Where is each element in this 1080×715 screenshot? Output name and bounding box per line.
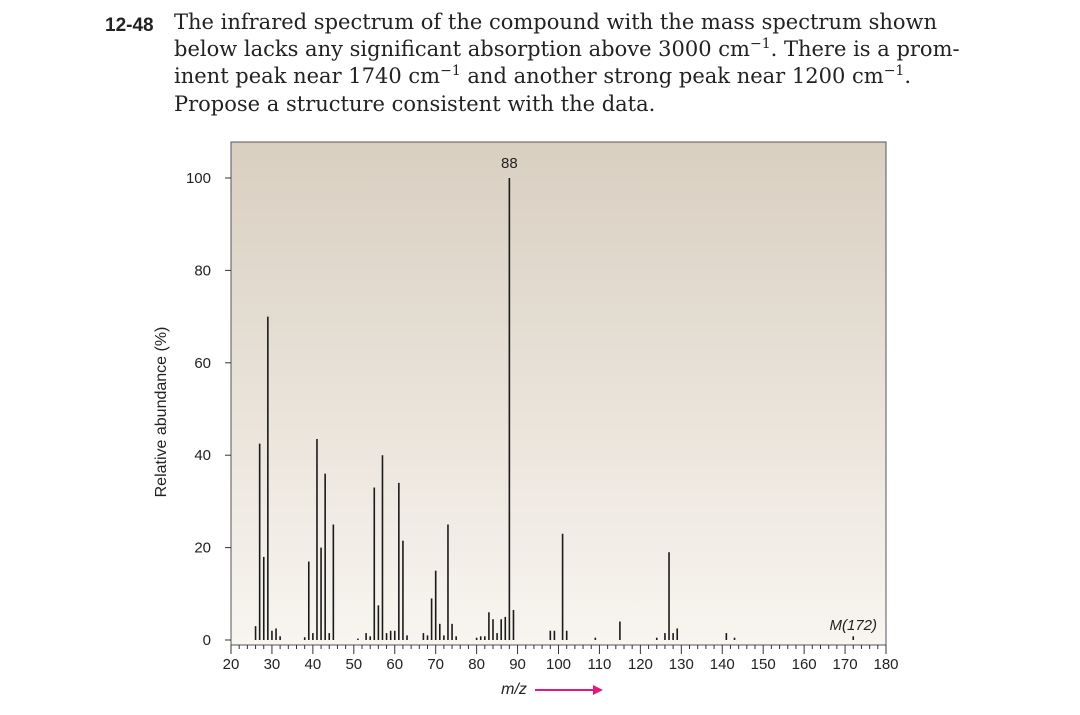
problem-line-2-tail: . There is a prom- <box>770 37 960 61</box>
x-tick-label: 80 <box>468 656 485 673</box>
problem-line-1-text: The infrared spectrum of the compound wi… <box>174 10 938 34</box>
x-axis-label: m/z <box>501 681 527 698</box>
x-tick-label: 40 <box>305 656 322 673</box>
problem-line-3-tail: . <box>904 64 912 88</box>
superscript: −1 <box>883 63 905 79</box>
x-tick-label: 110 <box>587 656 611 673</box>
x-tick-label: 180 <box>873 656 898 673</box>
arrow-icon <box>535 685 603 695</box>
y-axis: 0 20 40 60 80 100 <box>186 170 231 649</box>
x-tick-label: 60 <box>386 656 403 673</box>
base-peak-label: 88 <box>501 155 518 172</box>
problem-line-4: Propose a structure consistent with the … <box>174 92 655 116</box>
y-tick-label: 80 <box>194 262 211 279</box>
x-axis: 20 30 40 50 60 70 80 90 100 110 120 130 140 150 160 170… <box>223 645 899 673</box>
problem-number: 12-48 <box>105 15 154 36</box>
superscript: −1 <box>749 36 771 52</box>
y-tick-label: 40 <box>194 447 211 464</box>
problem-line-2: below lacks any significant absorption a… <box>174 37 960 61</box>
x-tick-label: 100 <box>546 656 571 673</box>
problem-line-3: inent peak near 1740 cm−1 and another st… <box>174 64 911 88</box>
x-tick-label: 140 <box>710 656 735 673</box>
x-tick-label: 150 <box>751 656 776 673</box>
y-tick-label: 60 <box>194 355 211 372</box>
x-tick-label: 90 <box>509 656 526 673</box>
x-tick-label: 130 <box>669 656 694 673</box>
x-tick-label: 70 <box>427 656 444 673</box>
y-axis-label: Relative abundance (%) <box>153 327 170 498</box>
problem-line-2-text: below lacks any significant absorption a… <box>174 37 750 61</box>
problem-line-1: The infrared spectrum of the compound wi… <box>174 10 937 34</box>
problem-line-3-mid: and another strong peak near 1200 cm <box>460 64 884 88</box>
x-tick-label: 30 <box>264 656 281 673</box>
y-tick-label: 0 <box>203 632 211 649</box>
x-tick-label: 50 <box>345 656 362 673</box>
x-tick-label: 120 <box>628 656 653 673</box>
molecular-ion-label: M(172) <box>829 617 877 634</box>
plot-background <box>230 141 887 646</box>
superscript: −1 <box>440 63 461 79</box>
problem-line-4-text: Propose a structure consistent with the … <box>174 92 656 116</box>
y-tick-label: 100 <box>186 170 211 187</box>
x-tick-label: 20 <box>223 656 240 673</box>
x-tick-label: 170 <box>833 656 858 673</box>
y-tick-label: 20 <box>194 540 211 557</box>
x-tick-label: 160 <box>792 656 817 673</box>
arrow-head <box>593 685 603 695</box>
bar-group <box>254 178 855 640</box>
problem-line-3-text: inent peak near 1740 cm <box>174 64 441 88</box>
